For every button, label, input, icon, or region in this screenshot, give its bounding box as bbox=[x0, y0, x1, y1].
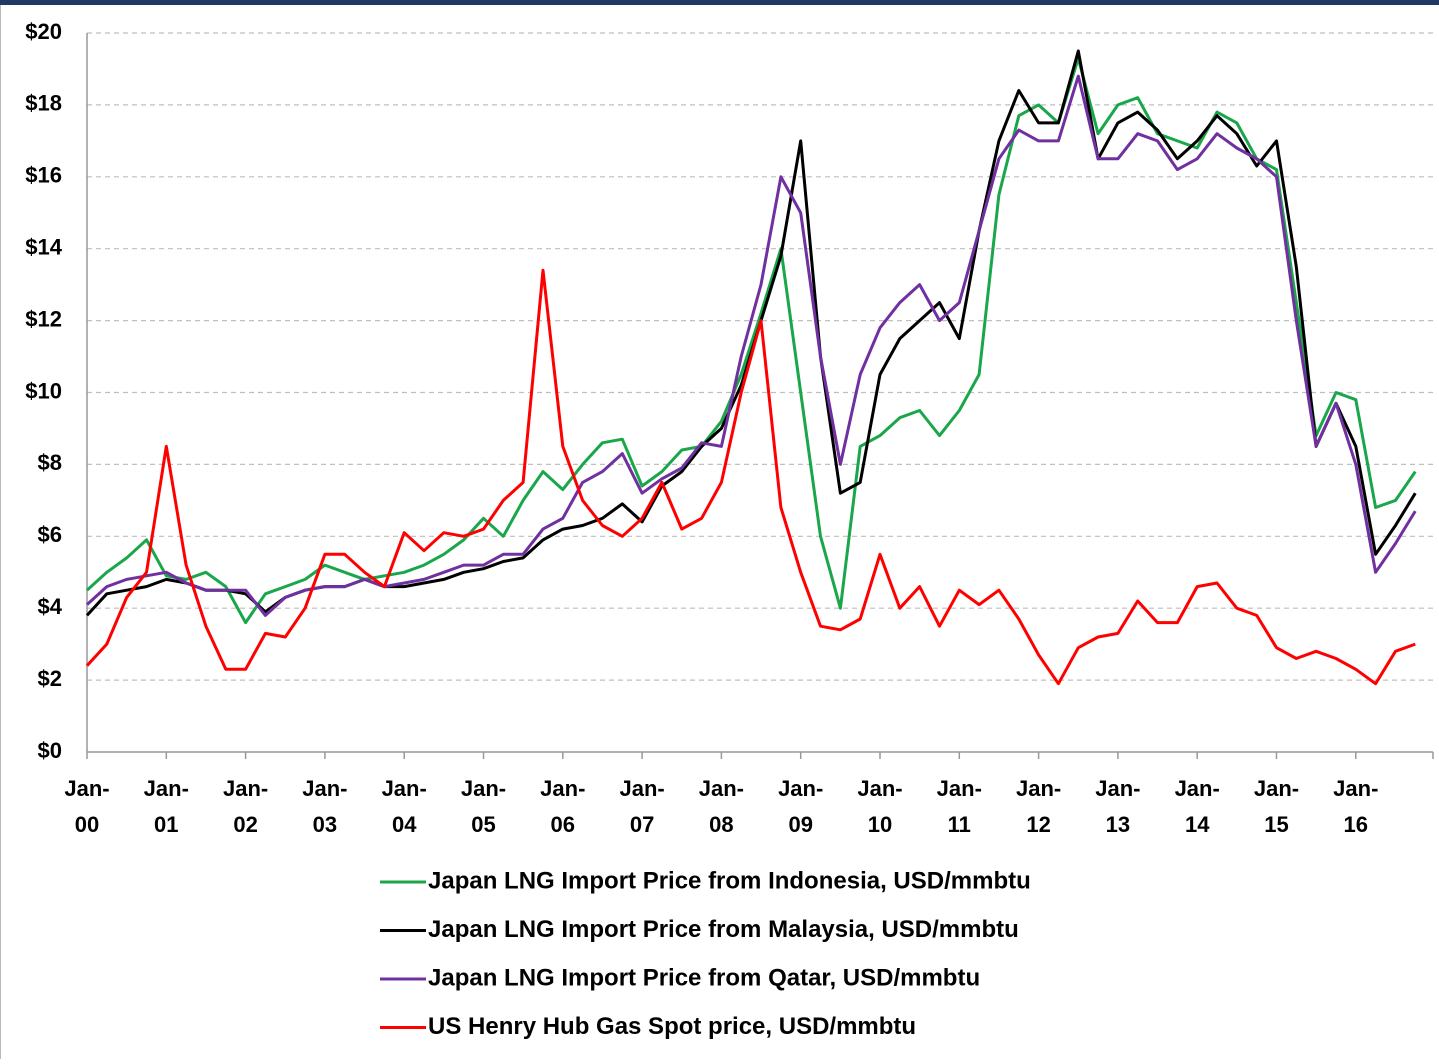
top-bar bbox=[0, 0, 1439, 5]
x-tick-label: Jan-06 bbox=[540, 776, 585, 837]
y-tick-label: $6 bbox=[38, 522, 62, 547]
x-tick-label: Jan-05 bbox=[461, 776, 506, 837]
y-tick-label: $0 bbox=[38, 738, 62, 763]
x-tick-label: Jan-03 bbox=[302, 776, 347, 837]
legend-label: Japan LNG Import Price from Malaysia, US… bbox=[428, 916, 1019, 943]
x-tick-label: Jan-07 bbox=[619, 776, 664, 837]
x-tick-label: Jan-15 bbox=[1254, 776, 1299, 837]
x-tick-label: Jan-13 bbox=[1095, 776, 1140, 837]
y-tick-label: $18 bbox=[25, 91, 62, 116]
x-tick-label: Jan-14 bbox=[1175, 776, 1220, 837]
x-tick-label: Jan-12 bbox=[1016, 776, 1061, 837]
legend-label: Japan LNG Import Price from Indonesia, U… bbox=[428, 867, 1031, 894]
y-tick-label: $14 bbox=[25, 235, 62, 260]
y-tick-label: $12 bbox=[25, 306, 62, 331]
y-tick-label: $8 bbox=[38, 450, 62, 475]
y-tick-label: $4 bbox=[38, 594, 63, 619]
x-tick-label: Jan-09 bbox=[778, 776, 823, 837]
x-tick-label: Jan-02 bbox=[223, 776, 268, 837]
series-line bbox=[85, 74, 1417, 617]
legend-label: US Henry Hub Gas Spot price, USD/mmbtu bbox=[428, 1013, 916, 1040]
legend-label: Japan LNG Import Price from Qatar, USD/m… bbox=[428, 964, 980, 991]
y-tick-label: $16 bbox=[25, 163, 62, 188]
x-tick-label: Jan-04 bbox=[382, 776, 427, 837]
x-tick-label: Jan-16 bbox=[1333, 776, 1378, 837]
x-tick-label: Jan-11 bbox=[937, 776, 982, 837]
y-tick-label: $10 bbox=[25, 378, 62, 403]
series-line bbox=[85, 268, 1416, 686]
y-tick-label: $20 bbox=[25, 19, 62, 44]
x-tick-label: Jan-10 bbox=[857, 776, 902, 837]
y-tick-label: $2 bbox=[38, 666, 62, 691]
series-line bbox=[85, 56, 1417, 625]
x-tick-label: Jan-00 bbox=[64, 776, 109, 837]
x-tick-label: Jan-08 bbox=[699, 776, 744, 837]
x-tick-label: Jan-01 bbox=[144, 776, 189, 837]
